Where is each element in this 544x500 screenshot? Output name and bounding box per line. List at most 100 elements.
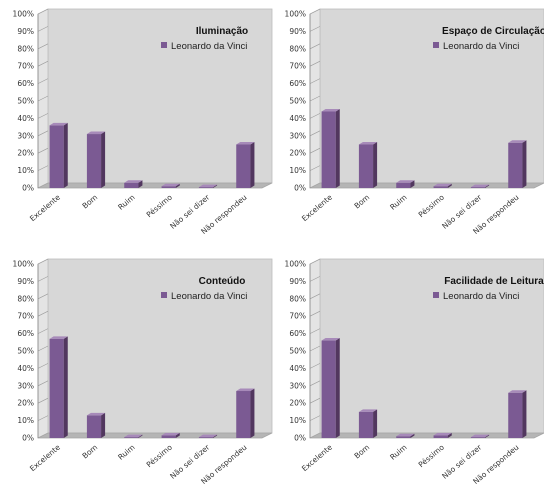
gridline-side xyxy=(309,43,321,50)
bar-side xyxy=(410,180,415,188)
bar-side xyxy=(373,142,378,188)
gridline-side xyxy=(37,310,49,317)
y-tick-label: 50% xyxy=(17,97,34,106)
gridline-side xyxy=(37,380,49,387)
bar-5 xyxy=(236,388,255,438)
bar-front xyxy=(358,144,374,188)
bar-top xyxy=(508,390,527,393)
y-tick-label: 60% xyxy=(289,329,306,338)
bar-side xyxy=(447,183,452,188)
gridline-side xyxy=(37,95,49,102)
y-tick-label: 20% xyxy=(289,399,306,408)
gridline-side xyxy=(309,95,321,102)
gridline-side xyxy=(37,26,49,32)
bar-side xyxy=(522,140,527,188)
bar-top xyxy=(198,434,218,438)
bar-3 xyxy=(433,183,452,188)
gridline-side xyxy=(37,165,49,171)
bar-front xyxy=(49,338,64,438)
gridline-side xyxy=(37,60,49,67)
category-label: Excelente xyxy=(28,192,62,223)
y-tick-label: 40% xyxy=(289,114,306,123)
gridline-side xyxy=(309,78,321,84)
bar-4 xyxy=(198,434,218,438)
bar-0 xyxy=(321,108,340,188)
bar-front xyxy=(508,392,523,438)
bar-front xyxy=(321,340,336,438)
chart-facilidade-leitura-svg: 0% 10% 20% 30% 40% 50% 60% 70% 80% 90% 100% Excelen… xyxy=(285,258,544,486)
gridline-side xyxy=(309,60,321,67)
y-tick-label: 70% xyxy=(289,62,306,71)
bar-front xyxy=(124,437,139,438)
gridline-side xyxy=(37,363,49,369)
chart-title: Facilidade de Leitura xyxy=(444,276,544,287)
bar-side xyxy=(485,434,490,438)
gridline-side xyxy=(309,258,321,265)
category-label: Ruim xyxy=(388,193,408,212)
gridline-side xyxy=(309,113,321,119)
gridline-side xyxy=(37,130,49,137)
category-label: Péssimo xyxy=(145,192,175,219)
bar-top xyxy=(396,433,415,437)
bar-top xyxy=(321,108,340,112)
y-tick-label: 10% xyxy=(17,166,34,175)
legend-label: Leonardo da Vinci xyxy=(171,291,247,302)
y-tick-label: 60% xyxy=(289,79,306,88)
category-label: Péssimo xyxy=(417,442,447,469)
category-label: Bom xyxy=(80,193,99,211)
category-label: Bom xyxy=(352,443,371,461)
bar-top xyxy=(470,184,490,188)
y-tick-label: 30% xyxy=(289,131,306,140)
bar-4 xyxy=(470,184,490,188)
gridline-side xyxy=(37,345,49,352)
bar-front xyxy=(161,435,176,438)
category-label: Excelente xyxy=(28,442,62,473)
bar-side xyxy=(175,432,180,438)
gridline-side xyxy=(37,78,49,84)
legend-swatch xyxy=(161,42,167,48)
bar-3 xyxy=(161,183,180,188)
bar-0 xyxy=(321,338,340,438)
bar-1 xyxy=(358,142,378,188)
bar-front xyxy=(470,437,486,438)
legend-swatch xyxy=(433,42,439,48)
category-label: Ruim xyxy=(388,443,408,462)
bar-2 xyxy=(124,434,143,438)
y-tick-label: 30% xyxy=(17,381,34,390)
bar-top xyxy=(433,432,452,436)
bar-side xyxy=(447,432,452,438)
bar-top xyxy=(321,338,340,341)
y-tick-label: 80% xyxy=(289,44,306,53)
bar-3 xyxy=(433,432,452,438)
legend-label: Leonardo da Vinci xyxy=(171,41,247,52)
legend-label: Leonardo da Vinci xyxy=(443,291,519,302)
y-tick-label: 90% xyxy=(289,277,306,286)
bar-2 xyxy=(396,433,415,438)
chart-conteudo: 0% 10% 20% 30% 40% 50% 60% 70% 80% 90% 100% Excelen… xyxy=(0,250,273,500)
bar-side xyxy=(138,180,143,188)
y-tick-label: 0% xyxy=(294,184,306,193)
y-tick-label: 60% xyxy=(17,79,34,88)
bar-0 xyxy=(49,122,68,188)
bar-top xyxy=(358,142,378,145)
bar-front xyxy=(508,142,523,188)
gridline-side xyxy=(37,113,49,119)
gridline-side xyxy=(309,293,321,300)
bar-side xyxy=(101,412,106,438)
gridline-side xyxy=(309,26,321,32)
gridline-side xyxy=(309,8,321,15)
bar-side xyxy=(335,338,340,438)
bar-0 xyxy=(49,336,68,438)
bar-5 xyxy=(508,390,527,438)
bar-top xyxy=(124,434,143,438)
y-tick-label: 90% xyxy=(17,277,34,286)
chart-iluminacao: 0% 10% 20% 30% 40% 50% 60% 70% 80% 90% 100% Excelen… xyxy=(0,0,273,250)
category-label: Péssimo xyxy=(145,442,175,469)
bar-1 xyxy=(358,409,378,438)
chart-conteudo-svg: 0% 10% 20% 30% 40% 50% 60% 70% 80% 90% 100% Excelen… xyxy=(13,258,273,486)
gridline-side xyxy=(309,345,321,352)
chart-title: Espaço de Circulação xyxy=(442,26,544,37)
bar-side xyxy=(410,433,415,438)
bar-front xyxy=(396,182,411,188)
bar-front xyxy=(358,411,374,438)
